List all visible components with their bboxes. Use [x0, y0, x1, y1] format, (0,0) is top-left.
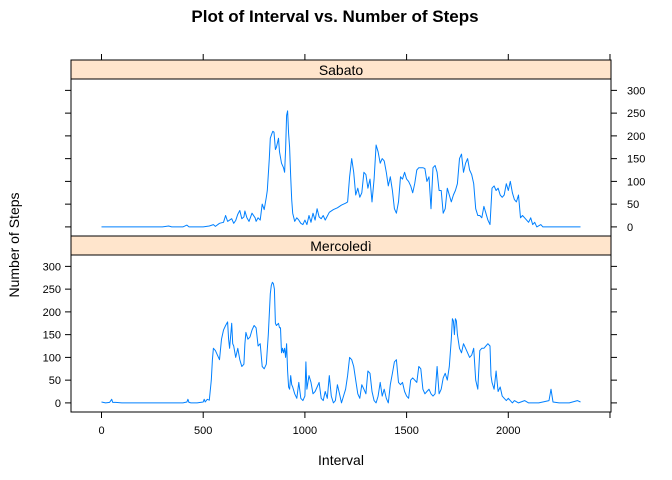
- y-tick-label-top: 200: [627, 131, 645, 143]
- y-tick-label-top: 300: [627, 85, 645, 97]
- chart-title: Plot of Interval vs. Number of Steps: [191, 7, 478, 26]
- y-tick-label-bottom: 100: [43, 352, 61, 364]
- y-tick-label-top: 100: [627, 176, 645, 188]
- x-axis-top-ticks: [101, 54, 611, 60]
- panel-mercoledi: [70, 254, 612, 413]
- panel-mercoledi-axis-ticks: 0 50 100 150 200 250 300: [43, 261, 617, 410]
- x-axis-bottom: 0 500 1000 1500 2000: [98, 412, 611, 437]
- y-tick-label-bottom: 250: [43, 284, 61, 296]
- y-tick-label-bottom: 300: [43, 261, 61, 273]
- x-tick-label: 1500: [394, 425, 418, 437]
- x-axis-label: Interval: [318, 452, 364, 468]
- panel-sabato-axis-ticks: 0 50 100 150 200 250 300: [65, 85, 645, 234]
- y-tick-label-bottom: 50: [49, 375, 61, 387]
- x-tick-label: 500: [194, 425, 212, 437]
- strip-label-mercoledi: Mercoledì: [310, 238, 371, 254]
- y-tick-label-top: 50: [627, 199, 639, 211]
- panel-sabato: [70, 78, 612, 237]
- y-tick-label-top: 150: [627, 154, 645, 166]
- x-tick-label: 1000: [293, 425, 317, 437]
- y-tick-label-bottom: 200: [43, 307, 61, 319]
- x-tick-label: 0: [98, 425, 104, 437]
- x-tick-label: 2000: [496, 425, 520, 437]
- series-line-sabato: [101, 110, 581, 228]
- y-tick-label-bottom: 0: [55, 398, 61, 410]
- y-tick-label-bottom: 150: [43, 330, 61, 342]
- y-tick-label-top: 250: [627, 108, 645, 120]
- y-axis-label: Number of Steps: [6, 192, 22, 297]
- series-line-mercoledi: [101, 281, 581, 404]
- y-tick-label-top: 0: [627, 222, 633, 234]
- strip-label-sabato: Sabato: [319, 62, 364, 78]
